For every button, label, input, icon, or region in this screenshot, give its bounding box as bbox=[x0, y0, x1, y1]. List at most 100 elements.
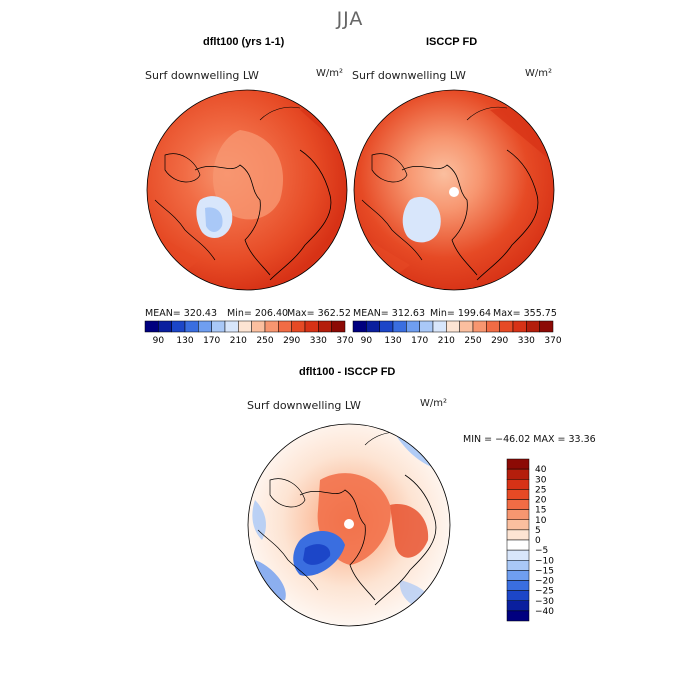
model-mean: MEAN= 320.43 bbox=[145, 308, 218, 319]
diff-colorbar-swatch bbox=[506, 509, 530, 520]
obs-colorbar-swatch bbox=[539, 320, 554, 333]
obs-colorbar-swatch bbox=[446, 320, 460, 333]
diff-pole-mask bbox=[344, 519, 354, 529]
model-colorbar-swatch bbox=[211, 320, 226, 333]
diff-colorbar-tick-label: 0 bbox=[535, 536, 541, 546]
diff-colorbar-swatch bbox=[506, 458, 530, 470]
diff-colorbar-swatch bbox=[506, 468, 530, 480]
obs-colorbar-tick-label: 330 bbox=[518, 336, 535, 346]
diff-colorbar-tick-label: 10 bbox=[535, 516, 547, 526]
model-colorbar-swatch bbox=[184, 320, 199, 333]
diff-minmax: MIN = −46.02 MAX = 33.36 bbox=[463, 434, 596, 445]
model-colorbar-tick-label: 90 bbox=[153, 336, 165, 346]
diff-colorbar-swatch bbox=[506, 570, 530, 581]
diff-colorbar-swatch bbox=[506, 560, 530, 571]
obs-colorbar-tick-label: 210 bbox=[438, 336, 455, 346]
obs-colorbar-swatch bbox=[419, 320, 434, 333]
diff-colorbar-swatch bbox=[506, 610, 530, 622]
obs-colorbar-swatch bbox=[486, 320, 500, 333]
diff-colorbar-tick-label: −40 bbox=[535, 607, 554, 617]
obs-colorbar-swatch bbox=[512, 320, 527, 333]
diff-colorbar-swatch bbox=[506, 580, 530, 591]
diff-colorbar-swatch bbox=[506, 529, 530, 541]
model-colorbar-swatch bbox=[304, 320, 319, 333]
obs-units: W/m² bbox=[525, 68, 553, 79]
diff-colorbar-tick-label: −20 bbox=[535, 577, 554, 587]
model-colorbar-tick-label: 130 bbox=[176, 336, 193, 346]
model-colorbar-tick-label: 370 bbox=[336, 336, 353, 346]
diff-colorbar-swatch bbox=[506, 549, 530, 561]
diff-colorbar-tick-label: −5 bbox=[535, 546, 548, 556]
diff-colorbar-tick-label: −25 bbox=[535, 587, 554, 597]
obs-colorbar-swatch bbox=[499, 320, 514, 333]
diff-colorbar-swatch bbox=[506, 479, 530, 490]
obs-colorbar-swatch bbox=[526, 320, 540, 333]
diff-units: W/m² bbox=[420, 398, 448, 409]
obs-pole-mask bbox=[449, 187, 459, 197]
model-map bbox=[146, 89, 348, 291]
obs-colorbar-swatch bbox=[366, 320, 380, 333]
model-colorbar-swatch bbox=[171, 320, 186, 333]
diff-colorbar-tick-label: −10 bbox=[535, 556, 554, 566]
obs-colorbar-swatch bbox=[379, 320, 394, 333]
obs-colorbar-swatch bbox=[352, 320, 367, 333]
model-colorbar-swatch bbox=[264, 320, 279, 333]
diff-map bbox=[247, 423, 451, 627]
obs-colorbar-tick-label: 130 bbox=[384, 336, 401, 346]
obs-mean: MEAN= 312.63 bbox=[353, 308, 426, 319]
obs-colorbar-tick-label: 370 bbox=[544, 336, 561, 346]
diff-colorbar-swatch bbox=[506, 489, 530, 500]
obs-map bbox=[353, 89, 555, 291]
model-max: Max= 362.52 bbox=[287, 308, 351, 319]
diff-subtitle: Surf downwelling LW bbox=[247, 399, 361, 412]
obs-max: Max= 355.75 bbox=[493, 308, 557, 319]
diff-colorbar-tick-label: 20 bbox=[535, 496, 547, 506]
obs-colorbar-swatch bbox=[472, 320, 487, 333]
model-colorbar-swatch bbox=[144, 320, 159, 333]
model-colorbar-swatch bbox=[224, 320, 239, 333]
model-colorbar-swatch bbox=[158, 320, 172, 333]
model-colorbar-tick-label: 330 bbox=[310, 336, 327, 346]
model-colorbar-swatch bbox=[318, 320, 332, 333]
diff-colorbar-tick-label: 5 bbox=[535, 526, 541, 536]
model-colorbar-tick-label: 210 bbox=[230, 336, 247, 346]
diff-colorbar-tick-label: 40 bbox=[535, 465, 547, 475]
model-colorbar-swatch bbox=[198, 320, 212, 333]
diff-colorbar-tick-label: 15 bbox=[535, 506, 546, 516]
obs-colorbar-tick-label: 250 bbox=[464, 336, 481, 346]
season-title: JJA bbox=[336, 8, 364, 30]
diff-colorbar-tick-label: −15 bbox=[535, 566, 554, 576]
obs-colorbar-swatch bbox=[392, 320, 407, 333]
obs-colorbar-tick-label: 170 bbox=[411, 336, 428, 346]
diff-colorbar-tick-label: 25 bbox=[535, 485, 546, 495]
diff-colorbar-tick-label: −30 bbox=[535, 597, 554, 607]
diff-colorbar-swatch bbox=[506, 499, 530, 510]
model-min: Min= 206.40 bbox=[227, 308, 289, 319]
model-colorbar-swatch bbox=[238, 320, 252, 333]
model-colorbar-tick-label: 170 bbox=[203, 336, 220, 346]
diff-colorbar-swatch bbox=[506, 539, 530, 551]
diff-colorbar-swatch bbox=[506, 600, 530, 612]
obs-min: Min= 199.64 bbox=[430, 308, 492, 319]
obs-colorbar-tick-label: 290 bbox=[491, 336, 508, 346]
model-colorbar-swatch bbox=[278, 320, 292, 333]
model-panel-title: dflt100 (yrs 1-1) bbox=[203, 36, 285, 48]
diff-colorbar-swatch bbox=[506, 590, 530, 601]
obs-colorbar-swatch bbox=[432, 320, 447, 333]
obs-panel-title: ISCCP FD bbox=[426, 36, 478, 48]
diff-colorbar-swatch bbox=[506, 519, 530, 531]
obs-colorbar-swatch bbox=[406, 320, 420, 333]
model-units: W/m² bbox=[316, 68, 344, 79]
obs-colorbar-tick-label: 90 bbox=[361, 336, 373, 346]
model-subtitle: Surf downwelling LW bbox=[145, 69, 259, 82]
model-colorbar-swatch bbox=[291, 320, 306, 333]
obs-colorbar-swatch bbox=[459, 320, 474, 333]
model-colorbar-swatch bbox=[251, 320, 266, 333]
diff-colorbar-tick-label: 30 bbox=[535, 475, 547, 485]
model-colorbar-tick-label: 290 bbox=[283, 336, 300, 346]
model-colorbar-tick-label: 250 bbox=[256, 336, 273, 346]
diff-panel-title: dflt100 - ISCCP FD bbox=[299, 366, 396, 378]
obs-subtitle: Surf downwelling LW bbox=[352, 69, 466, 82]
model-colorbar-swatch bbox=[331, 320, 346, 333]
